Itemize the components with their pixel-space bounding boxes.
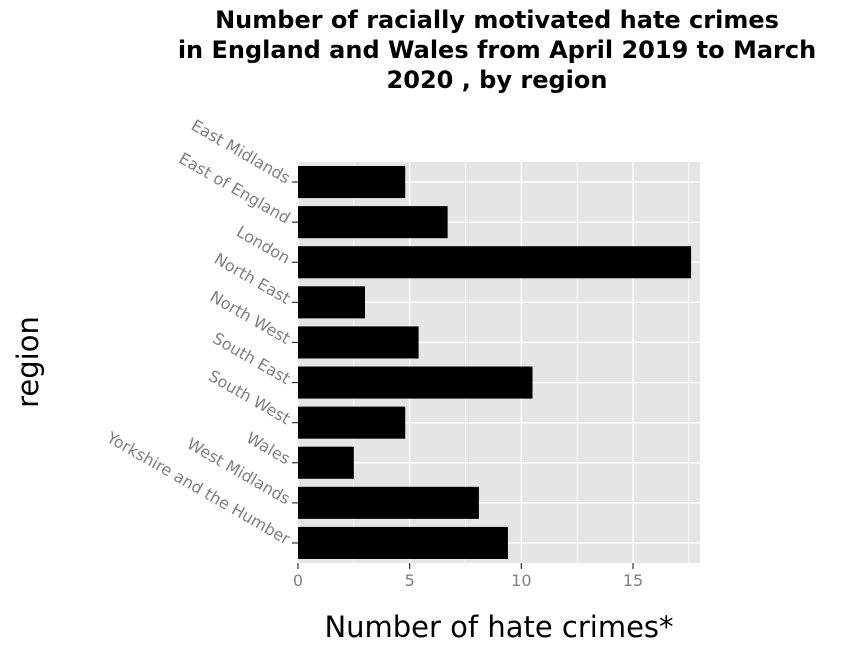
bar [298,326,419,359]
x-tick-label: 5 [405,571,415,590]
chart-title: Number of racially motivated hate crimes… [178,6,816,94]
bar [298,246,692,279]
bar [298,406,406,439]
bar [298,486,479,519]
bar [298,526,508,559]
x-tick-label: 0 [293,571,303,590]
y-tick-label: Wales [243,428,293,468]
x-axis: 0 5 10 15 [293,563,643,590]
x-axis-title: Number of hate crimes* [324,610,673,644]
bar [298,206,448,239]
bar [298,366,533,399]
bars [298,166,692,559]
x-tick-label: 10 [511,571,531,590]
bar [298,166,406,199]
chart-title-line-2: in England and Wales from April 2019 to … [178,36,816,64]
chart-title-line-1: Number of racially motivated hate crimes [215,6,779,34]
chart-title-line-3: 2020 , by region [387,66,608,94]
x-tick-label: 15 [623,571,643,590]
bar [298,286,365,319]
bar [298,446,354,479]
y-axis-title: region [11,316,45,408]
